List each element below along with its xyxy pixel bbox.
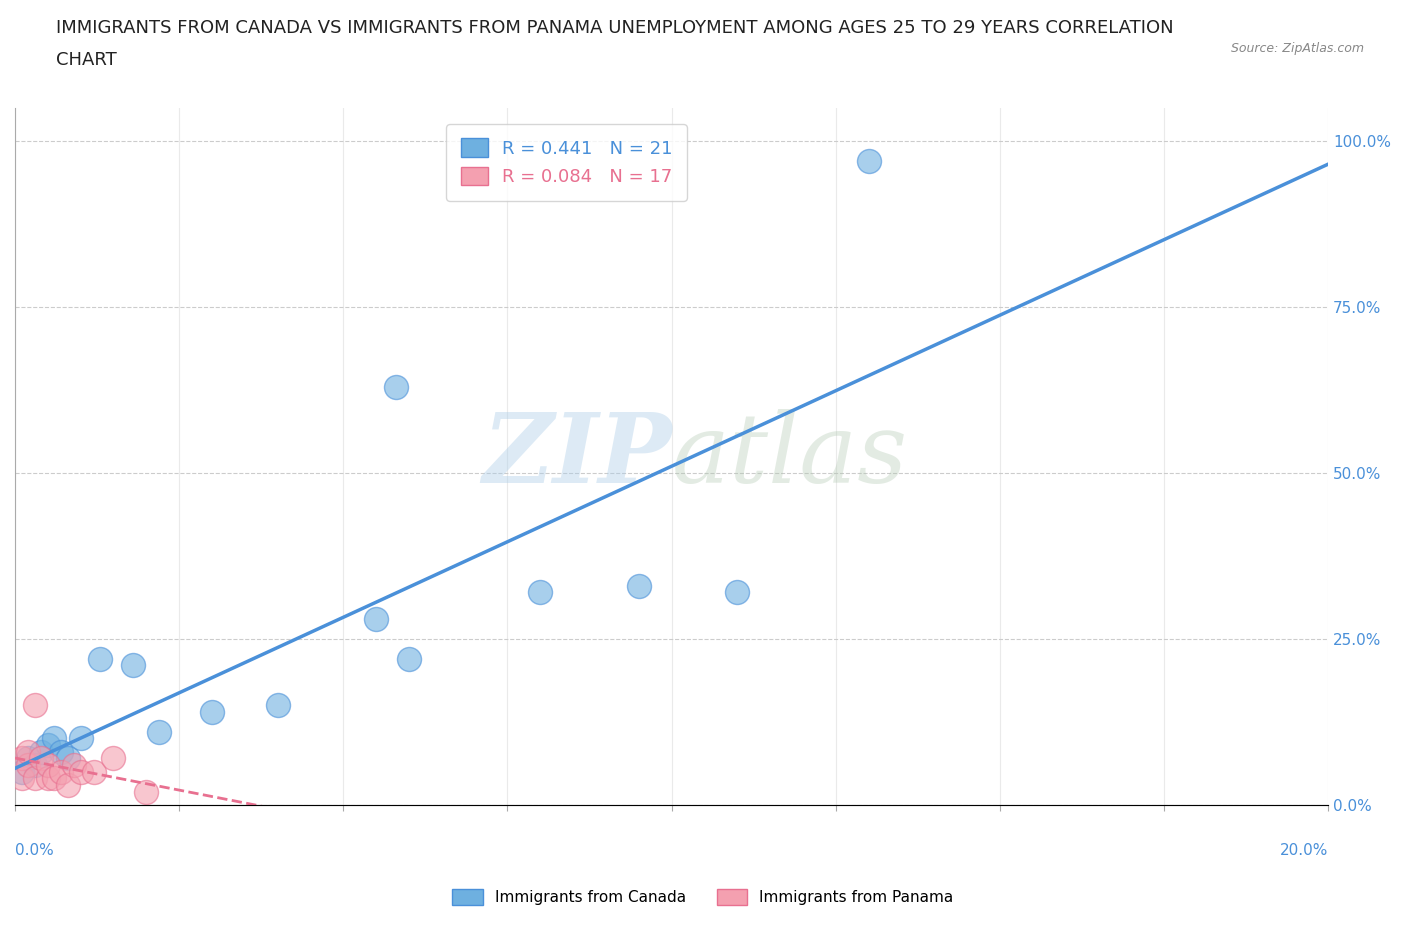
Point xyxy=(83,764,105,779)
Text: ZIP: ZIP xyxy=(482,409,672,503)
Point xyxy=(385,379,408,394)
Text: 0.0%: 0.0% xyxy=(15,844,53,858)
Point xyxy=(148,724,170,739)
Text: IMMIGRANTS FROM CANADA VS IMMIGRANTS FROM PANAMA UNEMPLOYMENT AMONG AGES 25 TO 2: IMMIGRANTS FROM CANADA VS IMMIGRANTS FRO… xyxy=(56,19,1174,36)
Point xyxy=(10,764,32,779)
Point xyxy=(266,698,288,712)
Point xyxy=(24,698,46,712)
Text: Source: ZipAtlas.com: Source: ZipAtlas.com xyxy=(1230,42,1364,55)
Point xyxy=(30,744,52,759)
Point xyxy=(37,737,59,752)
Point xyxy=(56,777,79,792)
Point xyxy=(725,585,748,600)
Point xyxy=(398,651,420,666)
Point xyxy=(37,771,59,786)
Point xyxy=(49,744,72,759)
Point xyxy=(44,731,66,746)
Point xyxy=(627,578,650,593)
Text: CHART: CHART xyxy=(56,51,117,69)
Point xyxy=(17,744,39,759)
Point xyxy=(24,758,46,773)
Legend: Immigrants from Canada, Immigrants from Panama: Immigrants from Canada, Immigrants from … xyxy=(444,882,962,913)
Point xyxy=(44,771,66,786)
Legend: R = 0.441   N = 21, R = 0.084   N = 17: R = 0.441 N = 21, R = 0.084 N = 17 xyxy=(446,124,688,201)
Point xyxy=(24,771,46,786)
Point xyxy=(529,585,551,600)
Point xyxy=(10,771,32,786)
Point xyxy=(858,153,880,168)
Point xyxy=(89,651,111,666)
Point xyxy=(17,751,39,765)
Point xyxy=(366,612,388,627)
Text: atlas: atlas xyxy=(672,409,908,503)
Point xyxy=(56,751,79,765)
Point xyxy=(63,758,86,773)
Point xyxy=(49,764,72,779)
Point xyxy=(10,751,32,765)
Point xyxy=(122,658,145,673)
Text: 20.0%: 20.0% xyxy=(1279,844,1329,858)
Point xyxy=(103,751,125,765)
Point xyxy=(30,751,52,765)
Point xyxy=(135,784,157,799)
Point xyxy=(17,758,39,773)
Point xyxy=(201,704,224,719)
Point xyxy=(37,758,59,773)
Point xyxy=(69,731,91,746)
Point xyxy=(69,764,91,779)
